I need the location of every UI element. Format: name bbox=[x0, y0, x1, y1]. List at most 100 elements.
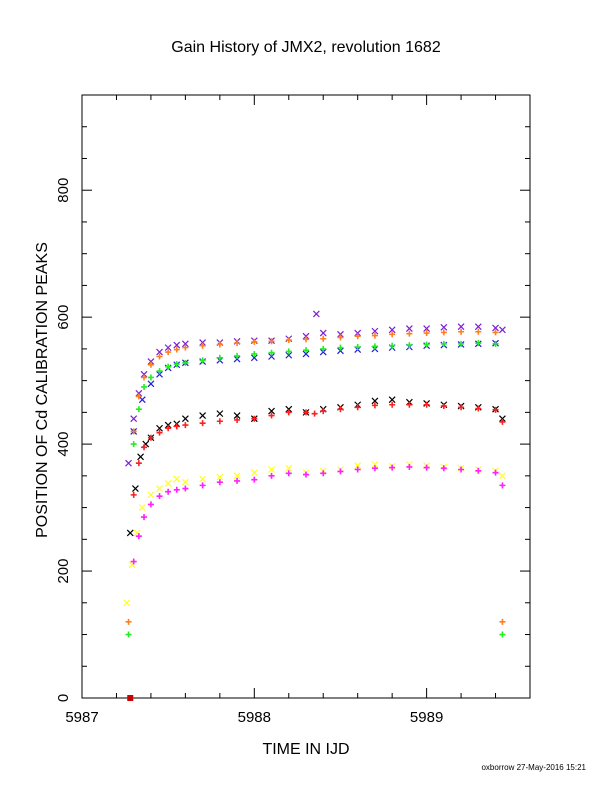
data-point bbox=[234, 340, 241, 347]
data-point bbox=[130, 491, 137, 498]
data-point bbox=[182, 344, 189, 351]
data-point bbox=[199, 420, 206, 427]
data-point bbox=[135, 533, 142, 540]
data-point bbox=[216, 354, 223, 361]
data-point bbox=[371, 465, 378, 472]
data-point bbox=[147, 491, 155, 499]
data-point bbox=[405, 325, 413, 333]
data-point bbox=[156, 368, 163, 375]
data-point bbox=[475, 467, 482, 474]
data-point bbox=[131, 485, 139, 492]
series-4 bbox=[126, 396, 506, 537]
data-point bbox=[371, 460, 379, 468]
data-point bbox=[406, 463, 413, 470]
data-point bbox=[406, 342, 413, 349]
data-point bbox=[371, 402, 378, 409]
data-point bbox=[251, 338, 258, 345]
data-point bbox=[250, 469, 258, 477]
data-markers bbox=[123, 310, 506, 701]
data-point bbox=[268, 349, 275, 356]
data-point bbox=[251, 476, 258, 483]
data-point bbox=[311, 410, 318, 417]
data-point bbox=[156, 348, 163, 356]
data-point bbox=[141, 444, 148, 451]
data-point bbox=[182, 485, 189, 492]
data-point bbox=[440, 329, 447, 336]
data-point bbox=[423, 325, 431, 333]
data-point bbox=[354, 462, 362, 470]
data-point bbox=[182, 422, 189, 429]
series-1 bbox=[130, 339, 499, 435]
data-point bbox=[140, 370, 148, 378]
data-point bbox=[130, 441, 137, 448]
data-point bbox=[440, 465, 447, 472]
data-point bbox=[173, 486, 180, 493]
data-point bbox=[458, 466, 465, 473]
data-point bbox=[216, 410, 224, 418]
data-point bbox=[389, 464, 396, 471]
data-point bbox=[147, 374, 154, 381]
data-point bbox=[371, 332, 378, 339]
data-point bbox=[268, 466, 275, 473]
data-point bbox=[156, 424, 163, 432]
data-point bbox=[141, 383, 148, 390]
data-point bbox=[389, 331, 396, 338]
data-point bbox=[250, 354, 258, 362]
data-point bbox=[303, 409, 309, 416]
data-point bbox=[474, 323, 482, 331]
data-point bbox=[371, 397, 379, 405]
data-point bbox=[492, 406, 499, 413]
data-point bbox=[499, 418, 506, 425]
data-point bbox=[320, 335, 327, 342]
data-point bbox=[354, 343, 361, 350]
data-point bbox=[458, 404, 465, 411]
data-point bbox=[312, 310, 320, 318]
data-point bbox=[216, 341, 223, 348]
data-point bbox=[285, 405, 293, 413]
data-point bbox=[475, 340, 482, 347]
data-point bbox=[141, 514, 148, 521]
data-point bbox=[423, 330, 430, 337]
data-point bbox=[475, 405, 482, 412]
data-point bbox=[165, 349, 172, 356]
data-point bbox=[216, 473, 224, 481]
data-point bbox=[156, 493, 163, 500]
data-point bbox=[199, 342, 206, 349]
data-point bbox=[123, 599, 131, 607]
y-tick-label: 400 bbox=[55, 432, 72, 457]
chart-title: Gain History of JMX2, revolution 1682 bbox=[171, 39, 441, 56]
data-point bbox=[147, 380, 155, 388]
data-point bbox=[337, 344, 344, 351]
data-point bbox=[319, 348, 327, 356]
data-point bbox=[337, 330, 344, 338]
data-point bbox=[181, 415, 189, 423]
data-point bbox=[165, 425, 172, 432]
data-point bbox=[285, 409, 292, 416]
data-point bbox=[406, 330, 413, 337]
data-point bbox=[135, 389, 143, 397]
data-point bbox=[156, 353, 163, 360]
data-point bbox=[251, 415, 258, 422]
data-point bbox=[406, 401, 413, 408]
data-point bbox=[499, 618, 506, 625]
data-point bbox=[199, 482, 206, 489]
data-point bbox=[475, 328, 482, 335]
series-7 bbox=[130, 463, 506, 565]
data-point bbox=[126, 529, 134, 537]
x-tick-label: 5988 bbox=[238, 709, 271, 726]
data-point bbox=[233, 412, 241, 419]
series-3 bbox=[125, 340, 506, 638]
data-point bbox=[268, 472, 275, 479]
data-point bbox=[303, 471, 309, 478]
data-point bbox=[423, 464, 430, 471]
axis-ticks: 5987 5988 5989 0 200 400 600 800 bbox=[55, 94, 531, 726]
data-point bbox=[165, 488, 172, 495]
data-point bbox=[268, 338, 275, 345]
data-point bbox=[492, 324, 499, 332]
data-point bbox=[251, 350, 258, 357]
data-point bbox=[499, 326, 506, 334]
data-point bbox=[499, 482, 506, 489]
data-point bbox=[138, 504, 146, 512]
data-point bbox=[354, 466, 361, 473]
series-6 bbox=[123, 460, 506, 607]
